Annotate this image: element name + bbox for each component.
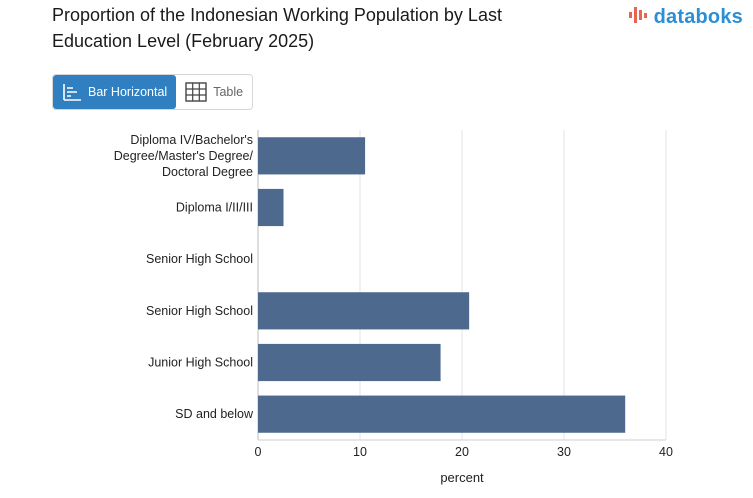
chart-title-line2: Education Level (February 2025) (52, 31, 315, 51)
table-grid-icon (185, 82, 207, 102)
category-label: SD and below (175, 407, 254, 421)
x-axis-title: percent (440, 470, 484, 485)
view-toggle: Bar Horizontal Table (52, 74, 254, 110)
table-button[interactable]: Table (176, 75, 253, 109)
x-tick-label: 30 (557, 445, 571, 459)
bar[interactable] (258, 343, 441, 382)
x-tick-label: 20 (455, 445, 469, 459)
databoks-logo-icon (628, 4, 650, 31)
chart-title-line1: Proportion of the Indonesian Working Pop… (52, 5, 502, 25)
category-label-line: Doctoral Degree (162, 165, 253, 179)
x-tick-label: 0 (255, 445, 262, 459)
bar[interactable] (258, 292, 470, 330)
grid-lines (257, 130, 667, 441)
category-label-line: SD and below (175, 407, 254, 421)
x-tick-label: 10 (353, 445, 367, 459)
category-label-line: Junior High School (148, 356, 253, 370)
bar[interactable] (258, 395, 626, 433)
category-label: Diploma I/II/III (176, 201, 253, 215)
bar[interactable] (258, 137, 366, 175)
category-label: Diploma IV/Bachelor's Degree/Master's Deg… (114, 133, 254, 179)
x-tick-label: 40 (659, 445, 673, 459)
category-label-line: Diploma I/II/III (176, 201, 253, 215)
category-label: Senior High School (146, 304, 253, 318)
bar-horizontal-label: Bar Horizontal (88, 85, 168, 99)
category-label-line: Senior High School (146, 252, 253, 266)
category-label-line: Diploma IV/Bachelor's (130, 133, 253, 147)
category-label-line: Senior High School (146, 304, 253, 318)
table-label: Table (213, 85, 244, 99)
chart-title: Proportion of the Indonesian Working Pop… (52, 2, 572, 54)
category-labels: Diploma IV/Bachelor's Degree/Master's Deg… (114, 133, 254, 421)
bar-horizontal-icon (62, 83, 82, 101)
brand-name: databoks (653, 6, 743, 28)
bar[interactable] (258, 188, 284, 227)
category-label: Senior High School (146, 252, 253, 266)
bars (258, 137, 626, 433)
x-tick-labels: 0 10 20 30 40 (255, 445, 673, 459)
category-label: Junior High School (148, 356, 253, 370)
brand-logo[interactable]: databoks (628, 4, 743, 31)
bar-horizontal-button[interactable]: Bar Horizontal (53, 75, 177, 109)
category-label-line: Degree/Master's Degree/ (114, 149, 254, 163)
